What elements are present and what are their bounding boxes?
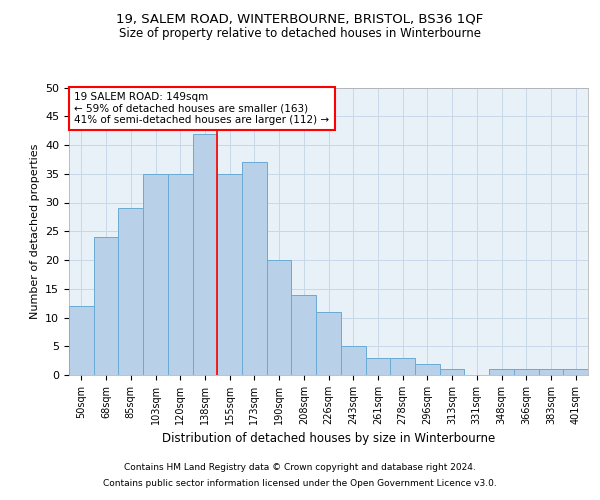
Text: 19 SALEM ROAD: 149sqm
← 59% of detached houses are smaller (163)
41% of semi-det: 19 SALEM ROAD: 149sqm ← 59% of detached … [74,92,329,125]
Bar [415,364,440,375]
Bar [365,358,390,375]
X-axis label: Distribution of detached houses by size in Winterbourne: Distribution of detached houses by size … [162,432,495,446]
Text: 19, SALEM ROAD, WINTERBOURNE, BRISTOL, BS36 1QF: 19, SALEM ROAD, WINTERBOURNE, BRISTOL, B… [116,12,484,26]
Bar [440,369,464,375]
Bar [489,369,514,375]
Bar [539,369,563,375]
Bar [514,369,539,375]
Y-axis label: Number of detached properties: Number of detached properties [29,144,40,319]
Bar [267,260,292,375]
Bar [94,237,118,375]
Bar [242,162,267,375]
Bar [168,174,193,375]
Bar [341,346,365,375]
Bar [292,294,316,375]
Bar [193,134,217,375]
Bar [316,312,341,375]
Text: Size of property relative to detached houses in Winterbourne: Size of property relative to detached ho… [119,28,481,40]
Bar [217,174,242,375]
Bar [69,306,94,375]
Bar [563,369,588,375]
Bar [118,208,143,375]
Bar [390,358,415,375]
Text: Contains public sector information licensed under the Open Government Licence v3: Contains public sector information licen… [103,478,497,488]
Bar [143,174,168,375]
Text: Contains HM Land Registry data © Crown copyright and database right 2024.: Contains HM Land Registry data © Crown c… [124,464,476,472]
